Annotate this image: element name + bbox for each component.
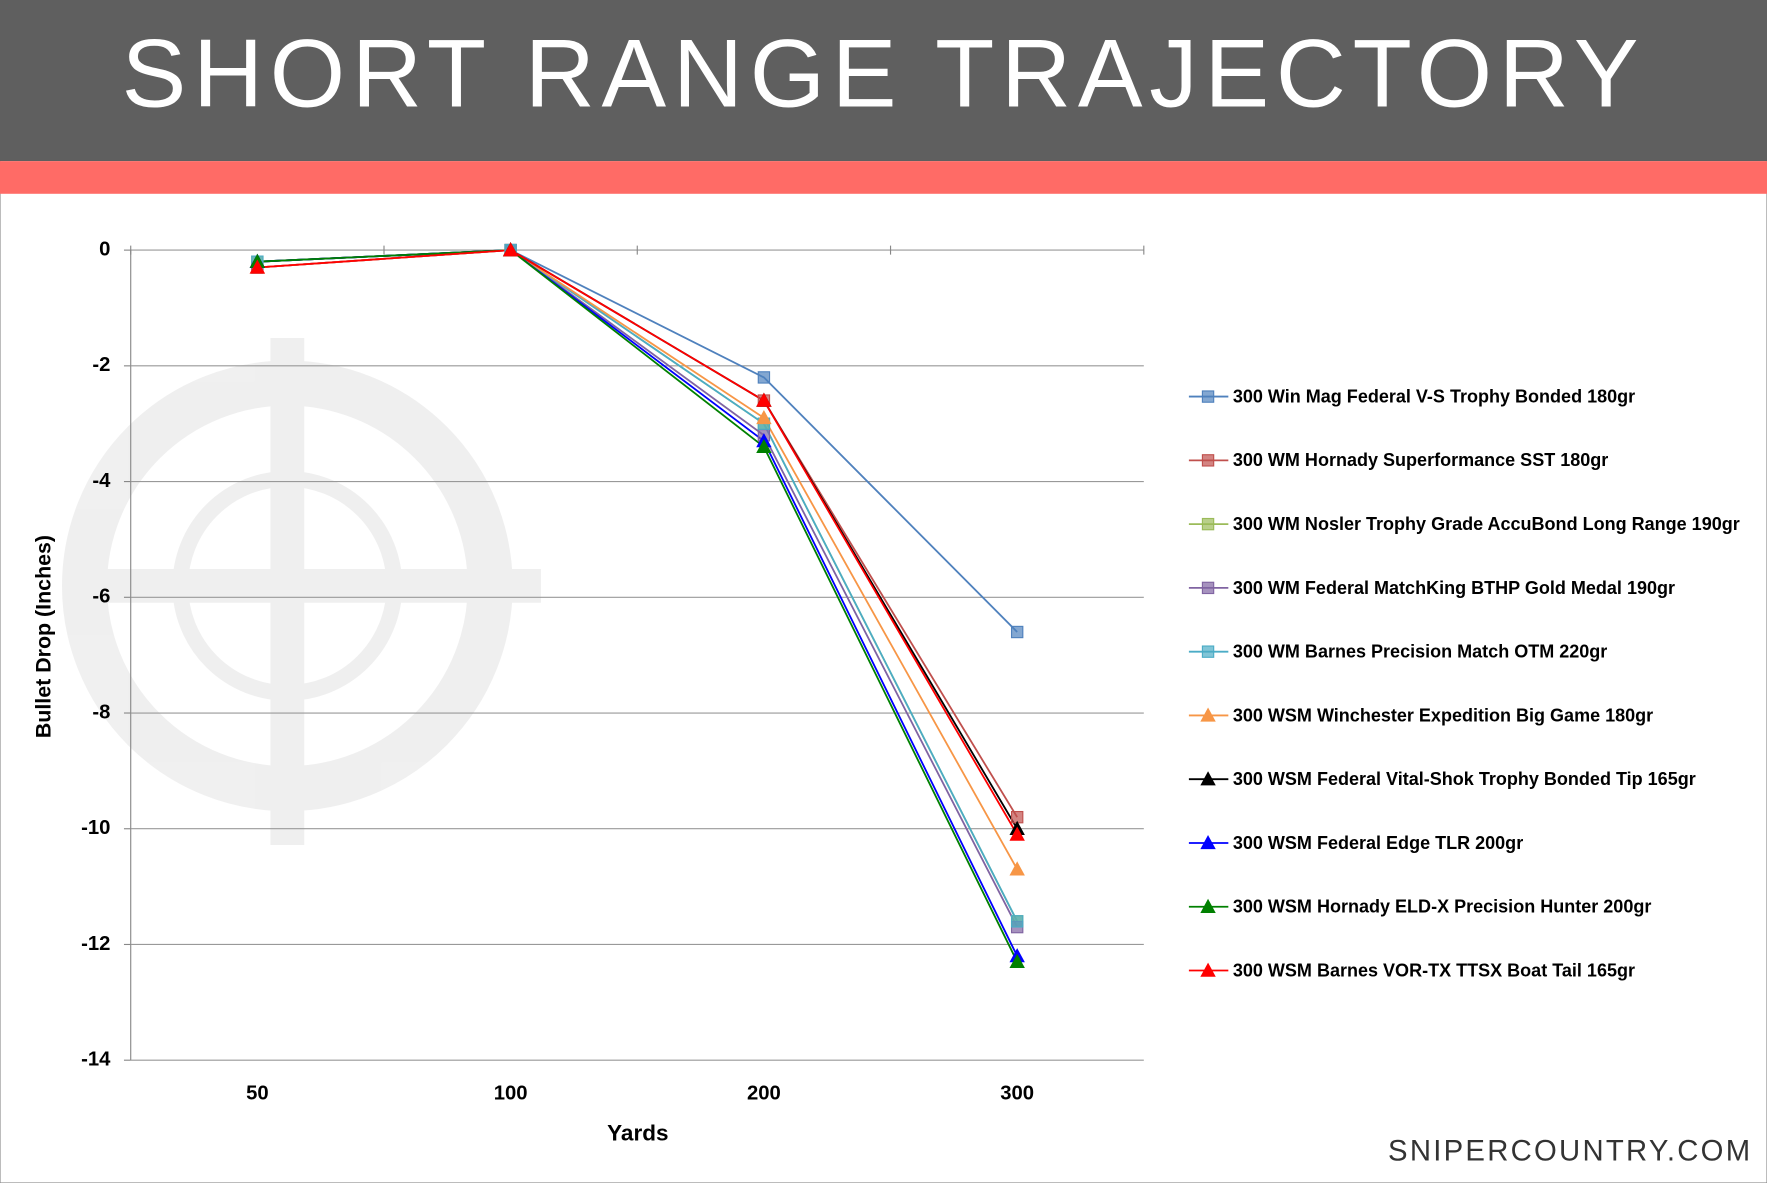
legend-marker <box>1200 707 1216 722</box>
legend-marker <box>1200 771 1216 786</box>
data-point <box>1009 861 1025 876</box>
legend-marker <box>1201 517 1215 531</box>
data-point <box>1009 953 1025 969</box>
legend-label: 300 WSM Winchester Expedition Big Game 1… <box>1233 705 1653 725</box>
y-tick-label: 0 <box>99 238 110 260</box>
legend-marker <box>1201 454 1215 467</box>
legend-label: 300 WSM Barnes VOR-TX TTSX Boat Tail 165… <box>1233 960 1635 980</box>
legend-label: 300 Win Mag Federal V-S Trophy Bonded 18… <box>1233 386 1635 406</box>
data-point <box>502 242 519 257</box>
legend-marker <box>1200 835 1216 850</box>
data-point <box>1009 826 1025 841</box>
x-tick-label: 100 <box>494 1082 528 1104</box>
footer: SNIPERCOUNTRY.COM <box>1388 1134 1752 1167</box>
series-line <box>257 249 1018 963</box>
data-point <box>756 392 772 407</box>
legend-label: 300 WSM Hornady ELD-X Precision Hunter 2… <box>1233 897 1652 917</box>
y-axis-title: Bullet Drop (Inches) <box>32 535 56 738</box>
legend-marker <box>1201 581 1215 595</box>
header <box>0 0 1767 162</box>
y-tick-label: -14 <box>81 1049 111 1071</box>
data-point <box>1010 915 1024 928</box>
x-tick-label: 200 <box>747 1082 781 1104</box>
legend-label: 300 WSM Federal Vital-Shok Trophy Bonded… <box>1233 769 1696 789</box>
x-tick-label: 50 <box>246 1082 269 1104</box>
legend-label: 300 WSM Federal Edge TLR 200gr <box>1233 833 1523 853</box>
y-tick-label: -8 <box>92 701 110 723</box>
series-line <box>257 249 1018 835</box>
legend-label: 300 WM Hornady Superformance SST 180gr <box>1233 450 1608 470</box>
watermark <box>61 338 541 845</box>
y-tick-label: -2 <box>92 354 110 376</box>
data-point <box>757 371 771 384</box>
y-tick-label: -10 <box>81 817 110 839</box>
data-point <box>756 438 772 454</box>
legend-marker <box>1201 390 1215 403</box>
data-point <box>249 259 266 274</box>
header-band <box>0 161 1767 194</box>
legend-marker <box>1201 645 1215 658</box>
legend-label: 300 WM Barnes Precision Match OTM 220gr <box>1233 642 1607 662</box>
legend-label: 300 WM Federal MatchKing BTHP Gold Medal… <box>1233 578 1675 598</box>
y-tick-label: -12 <box>81 933 110 955</box>
data-point <box>756 409 772 425</box>
legend-label: 300 WM Nosler Trophy Grade AccuBond Long… <box>1233 514 1740 534</box>
chart-title: SHORT RANGE TRAJECTORY <box>122 19 1646 128</box>
data-point <box>1010 625 1024 639</box>
x-tick-label: 300 <box>1000 1082 1034 1104</box>
y-tick-label: -6 <box>92 586 110 608</box>
y-tick-label: -4 <box>92 470 111 492</box>
legend-marker <box>1200 962 1216 977</box>
x-axis-title: Yards <box>607 1121 668 1146</box>
legend-marker <box>1200 898 1216 913</box>
